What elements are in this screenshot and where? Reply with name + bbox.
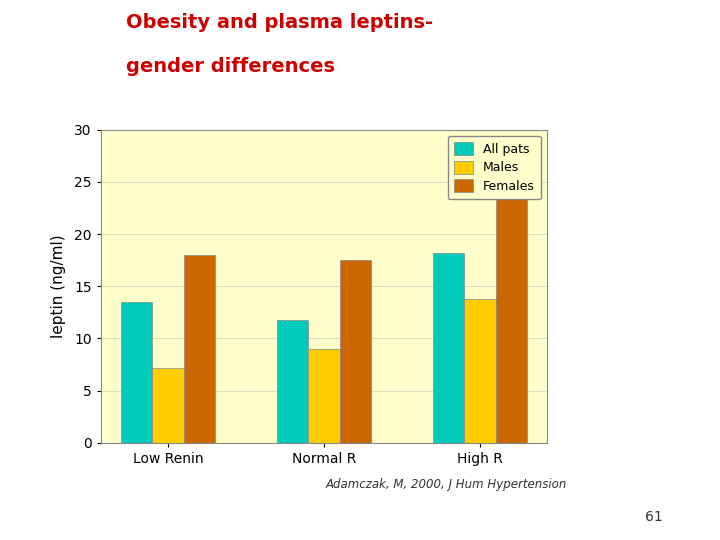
Text: gender differences: gender differences: [126, 57, 335, 76]
Bar: [433, 253, 464, 443]
Bar: [464, 299, 495, 443]
Text: Adamczak, M, 2000, J Hum Hypertension: Adamczak, M, 2000, J Hum Hypertension: [325, 478, 567, 491]
Bar: [277, 320, 308, 443]
Legend: All pats, Males, Females: All pats, Males, Females: [448, 136, 541, 199]
Y-axis label: leptin (ng/ml): leptin (ng/ml): [51, 234, 66, 338]
Bar: [153, 368, 184, 443]
Bar: [184, 255, 215, 443]
Text: Obesity and plasma leptins-: Obesity and plasma leptins-: [126, 14, 433, 32]
Bar: [308, 349, 340, 443]
Bar: [495, 161, 527, 443]
Text: 61: 61: [644, 510, 662, 524]
Bar: [121, 302, 153, 443]
Bar: [340, 260, 371, 443]
